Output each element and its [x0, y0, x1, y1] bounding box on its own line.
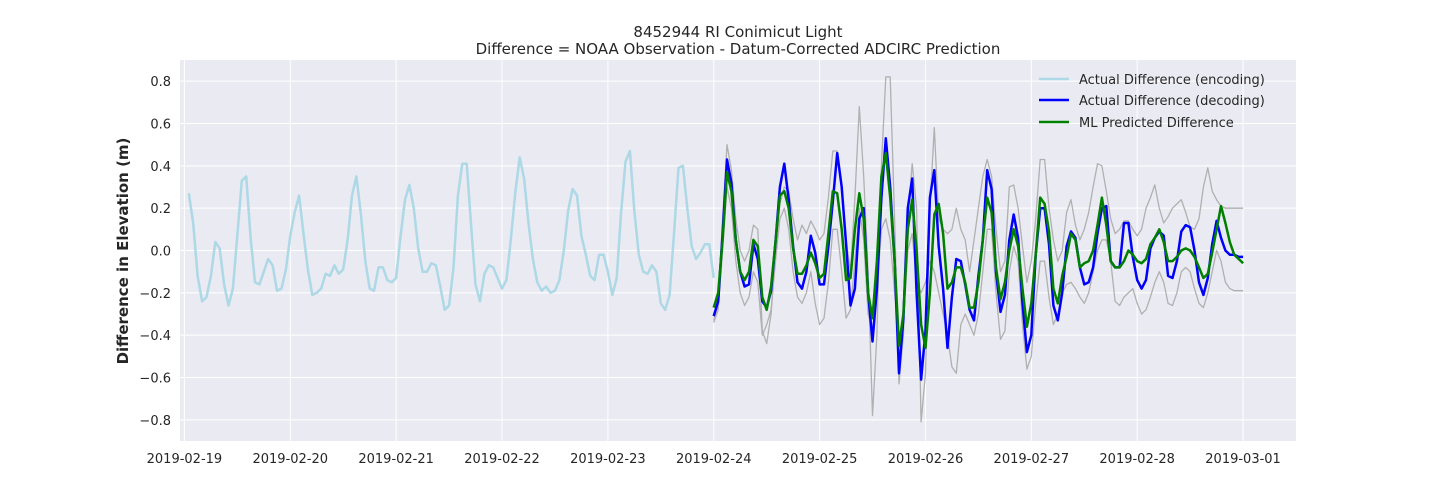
x-tick-label: 2019-02-21	[358, 452, 434, 467]
x-tick-label: 2019-02-20	[252, 452, 328, 467]
y-tick-label: 0.8	[150, 75, 171, 90]
y-tick-label: −0.6	[139, 372, 171, 387]
legend-item-decoding: Actual Difference (decoding)	[1039, 94, 1265, 109]
y-tick-label: 0.2	[150, 202, 171, 217]
y-tick-label: 0.6	[150, 118, 171, 133]
chart-title: 8452944 RI Conimicut Light	[633, 23, 842, 41]
series-layer	[187, 76, 1244, 423]
y-tick-label: −0.4	[139, 329, 171, 344]
y-axis: −0.8 −0.6 −0.4 −0.2 0.0 0.2 0.4 0.6 0.8	[139, 75, 171, 429]
chart-subtitle: Difference = NOAA Observation - Datum-Co…	[476, 40, 1001, 58]
legend-label-encoding: Actual Difference (encoding)	[1079, 73, 1265, 88]
series-line-encoding	[187, 149, 715, 312]
band-upper-line	[713, 76, 1244, 423]
x-tick-label: 2019-02-24	[676, 452, 752, 467]
x-tick-label: 2019-02-25	[782, 452, 858, 467]
y-tick-label: −0.8	[139, 414, 171, 429]
grid-lines	[180, 60, 1296, 441]
x-tick-label: 2019-02-28	[1099, 452, 1175, 467]
x-tick-label: 2019-02-23	[570, 452, 646, 467]
legend-label-ml-predicted: ML Predicted Difference	[1079, 116, 1234, 131]
legend: Actual Difference (encoding) Actual Diff…	[1039, 73, 1265, 131]
y-tick-label: −0.2	[139, 287, 171, 302]
x-tick-label: 2019-02-19	[147, 452, 223, 467]
y-axis-label: Difference in Elevation (m)	[114, 138, 132, 365]
y-tick-label: 0.0	[150, 245, 171, 260]
legend-item-ml-predicted: ML Predicted Difference	[1039, 116, 1234, 131]
x-tick-label: 2019-02-27	[994, 452, 1070, 467]
series-line-ml-predicted	[712, 151, 1244, 350]
legend-item-encoding: Actual Difference (encoding)	[1039, 73, 1265, 88]
x-tick-label: 2019-02-26	[888, 452, 964, 467]
x-tick-label: 2019-03-01	[1205, 452, 1281, 467]
legend-label-decoding: Actual Difference (decoding)	[1079, 94, 1265, 109]
band-lower-line	[713, 186, 1244, 374]
x-axis: 2019-02-19 2019-02-20 2019-02-21 2019-02-22…	[147, 452, 1281, 467]
y-tick-label: 0.4	[150, 160, 171, 175]
x-tick-label: 2019-02-22	[464, 452, 540, 467]
